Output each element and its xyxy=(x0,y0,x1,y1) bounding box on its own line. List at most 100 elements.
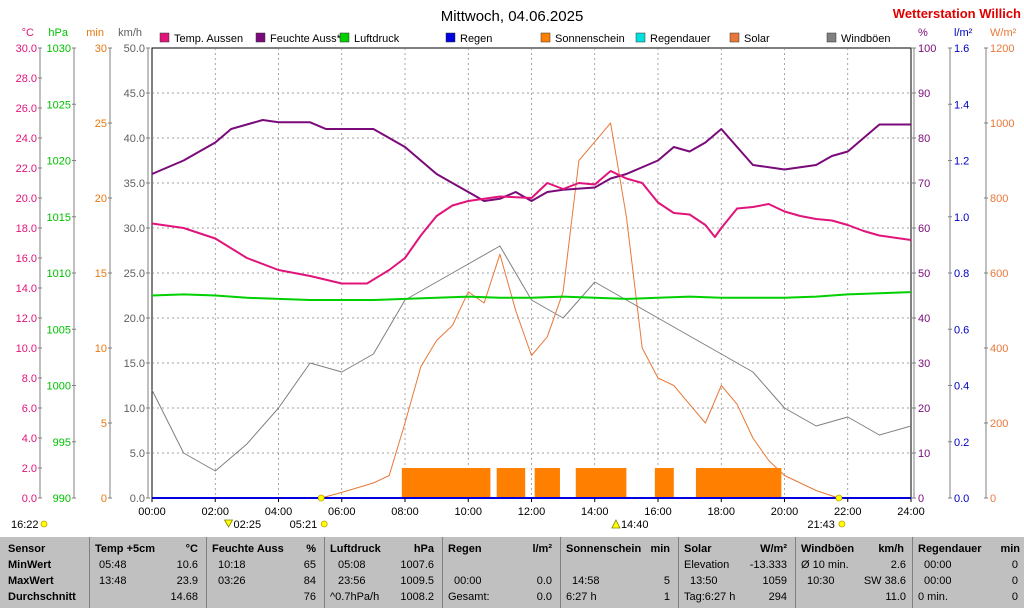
stats-header-feuchte: Feuchte Auss xyxy=(212,543,284,555)
sunrise-label: 05:21 xyxy=(290,519,318,531)
luftdruck-max-value: 1009.5 xyxy=(400,575,434,587)
left-axis-unit: min xyxy=(86,27,104,39)
series-luftdruck-line xyxy=(151,291,912,301)
series-sonnenschein-bar xyxy=(575,468,627,498)
right-axis-tick-label: 400 xyxy=(990,343,1008,355)
x-axis-tick-label: 04:00 xyxy=(265,506,293,518)
series-feuchte-line xyxy=(151,119,911,202)
right-axis-tick-label: 30 xyxy=(918,358,930,370)
stats-header-wind: Windböen xyxy=(801,543,855,555)
stats-header-luftdruck: Luftdruck xyxy=(330,543,381,555)
stats-col-regen: Regen l/m² 00:00 0.0 Gesamt: 0.0 xyxy=(442,537,561,608)
right-axis-unit: W/m² xyxy=(990,27,1017,39)
right-axis-tick-label: 20 xyxy=(918,403,930,415)
stats-header-regendauer: Regendauer xyxy=(918,543,982,555)
left-axis-tick-label: 6.0 xyxy=(22,403,37,415)
stats-col-wind: Windböen km/h Ø 10 min. 2.6 10:30 SW 38.… xyxy=(795,537,913,608)
left-axis-tick-label: 2.0 xyxy=(22,463,37,475)
x-axis-tick-label: 00:00 xyxy=(138,506,166,518)
right-axis-tick-label: 1.2 xyxy=(954,156,969,168)
left-axis-tick-label: 45.0 xyxy=(124,88,145,100)
series-sonnenschein-bar xyxy=(496,468,526,498)
stats-unit-regendauer: min xyxy=(1000,543,1020,555)
left-axis-tick-label: 10 xyxy=(95,343,107,355)
left-axis-tick-label: 28.0 xyxy=(16,73,37,85)
wind-avg10-value: 2.6 xyxy=(890,559,906,571)
left-axis-unit: °C xyxy=(22,27,34,39)
series-sonnenschein-bar xyxy=(534,468,560,498)
axes: °C 0.0 2.0 4.0 6.0 8.0 10.0 12.0 14.0 16.0 18.0 20.… xyxy=(16,27,1017,505)
luftdruck-max-time: 23:56 xyxy=(338,575,366,587)
x-axis-tick-label: 24:00 xyxy=(897,506,925,518)
right-axis-tick-label: 0 xyxy=(990,493,996,505)
right-axis-tick-label: 0.4 xyxy=(954,381,969,393)
left-axis-tick-label: 995 xyxy=(53,437,71,449)
stats-col-luftdruck: Luftdruck hPa 05:08 1007.6 23:56 1009.5 … xyxy=(324,537,443,608)
left-axis-unit: km/h xyxy=(118,27,142,39)
right-axis-tick-label: 50 xyxy=(918,268,930,280)
feuchte-min-value: 65 xyxy=(303,559,316,571)
left-axis-tick-label: 30.0 xyxy=(124,223,145,235)
regendauer-max-time: 00:00 xyxy=(924,575,952,587)
right-axis-tick-label: 200 xyxy=(990,418,1008,430)
regendauer-min-time: 00:00 xyxy=(924,559,952,571)
right-axis-tick-label: 0 xyxy=(918,493,924,505)
left-axis-tick-label: 0 xyxy=(101,493,107,505)
series-sonnenschein-bar xyxy=(401,468,491,498)
x-axis-tick-label: 08:00 xyxy=(391,506,419,518)
right-axis-tick-label: 100 xyxy=(918,43,936,55)
right-axis-tick-label: 1.6 xyxy=(954,43,969,55)
left-axis-tick-label: 25 xyxy=(95,118,107,130)
legend-label: Regendauer xyxy=(650,33,711,45)
left-axis-tick-label: 0.0 xyxy=(22,493,37,505)
solar-elevation-value: -13.333 xyxy=(749,559,787,571)
left-axis-tick-label: 15 xyxy=(95,268,107,280)
solar-max-time: 13:50 xyxy=(690,575,718,587)
sunset-sun-icon xyxy=(838,520,846,528)
stats-unit-luftdruck: hPa xyxy=(413,543,434,555)
regendauer-max-value: 0 xyxy=(1011,575,1018,587)
legend-swatch xyxy=(729,32,740,43)
temp-avg-value: 14.68 xyxy=(170,591,198,603)
series-windboeen-line xyxy=(151,245,912,472)
stats-unit-feuchte: % xyxy=(306,543,316,555)
series-sonnenschein-bar xyxy=(654,468,674,498)
sonne-total-label: 6:27 h xyxy=(566,591,597,603)
left-axis-tick-label: 30.0 xyxy=(16,43,37,55)
left-axis-tick-label: 26.0 xyxy=(16,103,37,115)
left-axis-tick-label: 990 xyxy=(53,493,71,505)
solar-noon-label: 14:40 xyxy=(621,519,649,531)
left-axis-tick-label: 1015 xyxy=(47,212,71,224)
solar-avg-value: 294 xyxy=(768,591,787,603)
regen-max-value: 0.0 xyxy=(536,575,552,587)
stats-col-temp: Temp +5cm °C 05:48 10.6 13:48 23.9 14.68 xyxy=(89,537,207,608)
right-axis-tick-label: 0.6 xyxy=(954,324,969,336)
left-axis-tick-label: 1020 xyxy=(47,156,71,168)
left-axis-tick-label: 1000 xyxy=(47,381,71,393)
left-axis-tick-label: 5 xyxy=(101,418,107,430)
right-axis-tick-label: 80 xyxy=(918,133,930,145)
feuchte-max-value: 84 xyxy=(303,575,316,587)
moon-label: 02:25 xyxy=(234,519,262,531)
x-axis: 00:00 02:00 04:00 06:00 08:00 10:00 12:00 14:00… xyxy=(138,498,925,518)
right-axis-tick-label: 10 xyxy=(918,448,930,460)
x-axis-tick-label: 20:00 xyxy=(771,506,799,518)
sun-markers: 05:21 21:43 14:40 02:25 16:22 xyxy=(11,494,846,531)
left-axis-tick-label: 12.0 xyxy=(16,313,37,325)
right-axis-tick-label: 1200 xyxy=(990,43,1014,55)
left-axis-tick-label: 22.0 xyxy=(16,163,37,175)
left-axis-tick-label: 8.0 xyxy=(22,373,37,385)
legend-swatch xyxy=(445,32,456,43)
x-axis-tick-label: 10:00 xyxy=(454,506,482,518)
sonne-max-value: 5 xyxy=(663,575,670,587)
station-name: Wetterstation Willich xyxy=(893,6,1021,21)
sunset-label: 21:43 xyxy=(807,519,835,531)
sunrise-icon xyxy=(317,494,325,502)
left-axis-tick-label: 10.0 xyxy=(16,343,37,355)
moon-left-label: 16:22 xyxy=(11,519,39,531)
regendauer-total-label: 0 min. xyxy=(918,591,948,603)
luftdruck-avg-value: 1008.2 xyxy=(400,591,434,603)
stats-header-regen: Regen xyxy=(448,543,482,555)
x-axis-tick-label: 14:00 xyxy=(581,506,609,518)
right-axis-tick-label: 0.0 xyxy=(954,493,969,505)
